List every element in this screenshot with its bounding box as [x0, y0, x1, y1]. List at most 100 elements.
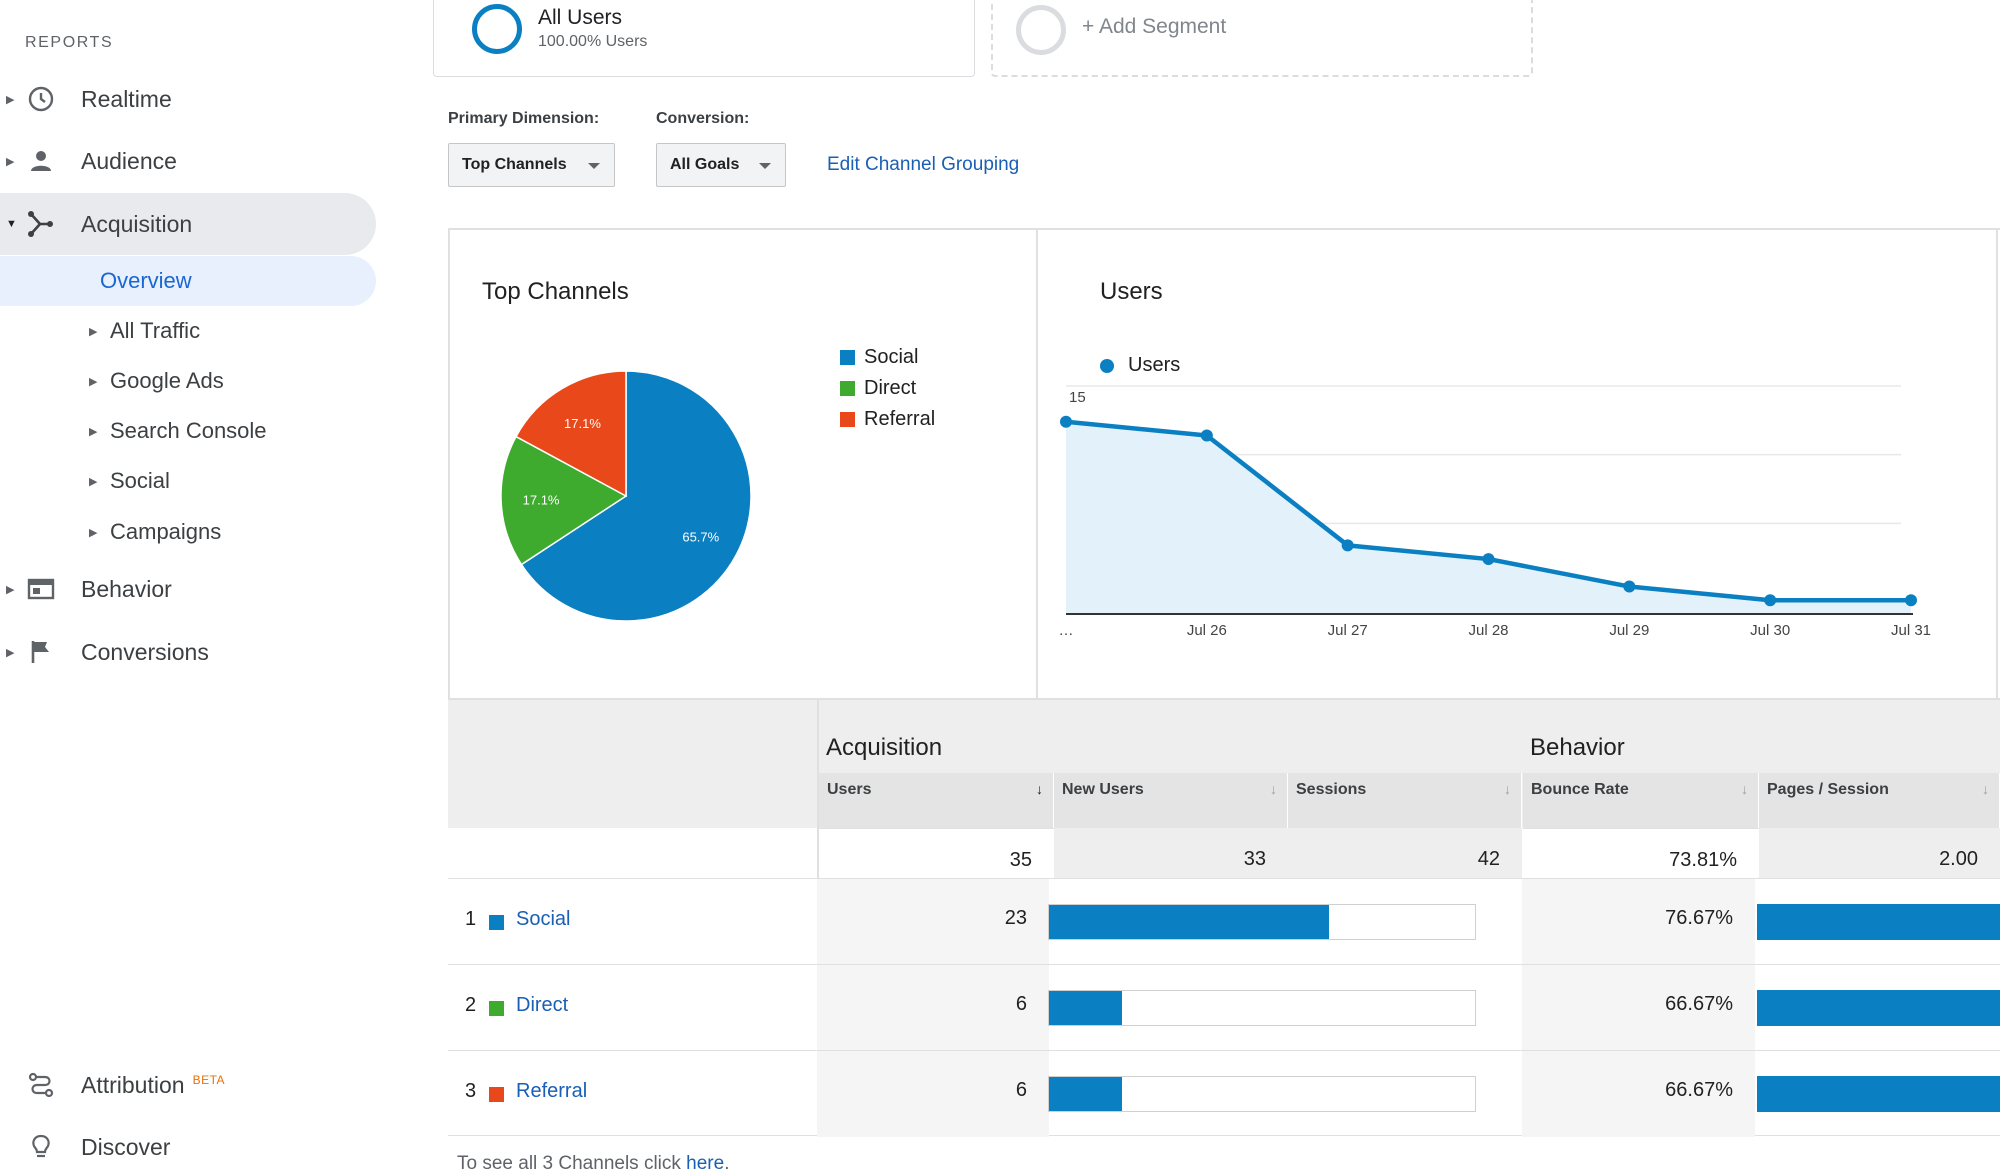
data-point[interactable] — [1623, 580, 1636, 593]
users-cell: 23 — [817, 879, 1049, 965]
data-point[interactable] — [1200, 429, 1213, 442]
charts-panel: Top Channels 65.7% 17.1% 17.1% Social Direc… — [448, 228, 2000, 700]
sidebar-item-label: Acquisition — [81, 210, 193, 237]
new-users-bar-fill — [1049, 905, 1329, 939]
channel-link[interactable]: Direct — [516, 994, 569, 1016]
sidebar-item-audience[interactable]: ▶ Audience — [0, 130, 376, 192]
column-header-sessions[interactable]: Sessions ↓ — [1288, 773, 1522, 828]
pie-slice-social[interactable] — [520, 370, 752, 622]
sidebar-subitem-overview[interactable]: Overview — [0, 256, 376, 306]
legend-swatch — [840, 412, 855, 427]
sidebar-subitem-label: Social — [110, 468, 170, 493]
sidebar: REPORTS ▶ Realtime ▶ Audience ▼ Acquisit… — [0, 0, 416, 1171]
x-tick-label: Jul 28 — [1468, 622, 1508, 639]
legend-swatch — [840, 381, 855, 396]
segment-title: All Users — [538, 6, 623, 29]
users-value: 23 — [1004, 907, 1027, 929]
sort-arrow-icon: ↓ — [1270, 781, 1277, 797]
pie-legend-item: Referral — [840, 408, 935, 431]
sidebar-item-attribution[interactable]: Attribution BETA — [0, 1054, 376, 1116]
sidebar-subitem-label: Google Ads — [110, 368, 224, 393]
sidebar-subitem-all-traffic[interactable]: ▶ All Traffic — [0, 306, 376, 356]
x-tick-label: Jul 29 — [1609, 622, 1649, 639]
sidebar-item-label: Realtime — [81, 85, 172, 112]
add-segment-button[interactable]: + Add Segment — [991, 0, 1533, 77]
pie-slice-label: 17.1% — [564, 416, 601, 431]
sidebar-subitem-social[interactable]: ▶ Social — [0, 456, 376, 506]
sidebar-item-conversions[interactable]: ▶ Conversions — [0, 621, 376, 683]
column-label: Bounce Rate — [1531, 781, 1629, 798]
new-users-bar — [1048, 1076, 1476, 1112]
sidebar-item-label: Audience — [81, 147, 177, 174]
column-label: Users — [827, 781, 872, 798]
conversion-dropdown[interactable]: All Goals — [656, 143, 786, 187]
attribution-icon — [26, 1070, 56, 1100]
pie-chart-title: Top Channels — [482, 278, 629, 305]
sidebar-item-realtime[interactable]: ▶ Realtime — [0, 68, 376, 130]
caret-right-icon: ▶ — [6, 583, 15, 596]
sidebar-item-discover[interactable]: Discover — [0, 1116, 376, 1171]
acquisition-group-title: Acquisition — [826, 734, 943, 761]
pie-slice-referral[interactable] — [515, 370, 627, 498]
sidebar-item-behavior[interactable]: ▶ Behavior — [0, 558, 376, 620]
column-header-pages-session[interactable]: Pages / Session ↓ — [1759, 773, 2000, 828]
x-tick-label: Jul 26 — [1187, 622, 1227, 639]
row-index: 2 — [465, 994, 477, 1016]
caret-right-icon: ▶ — [89, 425, 98, 438]
footer-here-link[interactable]: here — [686, 1153, 725, 1171]
new-users-bar-fill — [1049, 1077, 1122, 1111]
new-users-bar — [1048, 904, 1476, 940]
primary-dimension-dropdown[interactable]: Top Channels — [448, 143, 615, 187]
column-header-bounce-rate[interactable]: Bounce Rate ↓ — [1523, 773, 1759, 828]
new-users-bar — [1048, 990, 1476, 1026]
segment-all-users[interactable]: All Users 100.00% Users — [433, 0, 975, 77]
users-cell: 6 — [817, 965, 1049, 1051]
sidebar-subitem-search-console[interactable]: ▶ Search Console — [0, 406, 376, 456]
channel-link[interactable]: Social — [516, 908, 571, 930]
pie-legend-label: Direct — [864, 377, 917, 399]
total-users: 35 — [819, 828, 1054, 878]
sidebar-item-label: Conversions — [81, 638, 209, 665]
column-header-new-users[interactable]: New Users ↓ — [1054, 773, 1288, 828]
table-row: 1 Social 23 76.67% — [448, 878, 2000, 965]
bounce-rate-value: 76.67% — [1665, 907, 1733, 929]
edit-channel-grouping-link[interactable]: Edit Channel Grouping — [827, 154, 1020, 175]
caret-down-icon: ▼ — [6, 218, 17, 230]
sidebar-subitem-google-ads[interactable]: ▶ Google Ads — [0, 356, 376, 406]
sidebar-subitem-campaigns[interactable]: ▶ Campaigns — [0, 507, 376, 557]
pages-session-bar — [1757, 1076, 2000, 1112]
footer-text: To see all 3 Channels click — [457, 1153, 687, 1171]
sidebar-item-acquisition[interactable]: ▼ Acquisition — [0, 193, 376, 255]
column-label: Pages / Session — [1767, 781, 1889, 798]
data-point[interactable] — [1764, 594, 1777, 607]
total-bounce-rate: 73.81% — [1523, 828, 1759, 878]
sidebar-item-label: Attribution BETA — [81, 1072, 225, 1099]
person-icon — [26, 146, 56, 176]
pie-slice-label: 65.7% — [682, 529, 719, 544]
row-index: 1 — [465, 908, 477, 930]
column-header-users[interactable]: Users ↓ — [819, 773, 1054, 828]
pie-slice-label: 17.1% — [523, 493, 560, 508]
caret-right-icon: ▶ — [89, 375, 98, 388]
table-row: 3 Referral 6 66.67% — [448, 1050, 2000, 1137]
x-tick-label: Jul 31 — [1891, 622, 1931, 639]
line-legend-label: Users — [1128, 354, 1181, 376]
data-point[interactable] — [1482, 553, 1495, 566]
x-tick-label: Jul 27 — [1328, 622, 1368, 639]
bounce-rate-cell: 76.67% — [1522, 879, 1755, 965]
data-point[interactable] — [1060, 415, 1072, 428]
channel-link[interactable]: Referral — [516, 1080, 588, 1102]
total-new-users: 33 — [1054, 828, 1288, 878]
data-point[interactable] — [1905, 594, 1917, 607]
y-tick-label: 15 — [1069, 389, 1086, 406]
segment-ring-icon — [472, 4, 522, 54]
conversion-label: Conversion: — [656, 110, 750, 127]
users-area — [1066, 421, 1911, 614]
behavior-group-title: Behavior — [1530, 734, 1625, 761]
data-point[interactable] — [1341, 539, 1354, 552]
table-row: 2 Direct 6 66.67% — [448, 964, 2000, 1051]
pages-session-bar — [1757, 904, 2000, 940]
pie-slice-direct[interactable] — [500, 435, 628, 566]
lightbulb-icon — [26, 1132, 56, 1162]
add-segment-label: + Add Segment — [1082, 15, 1227, 38]
